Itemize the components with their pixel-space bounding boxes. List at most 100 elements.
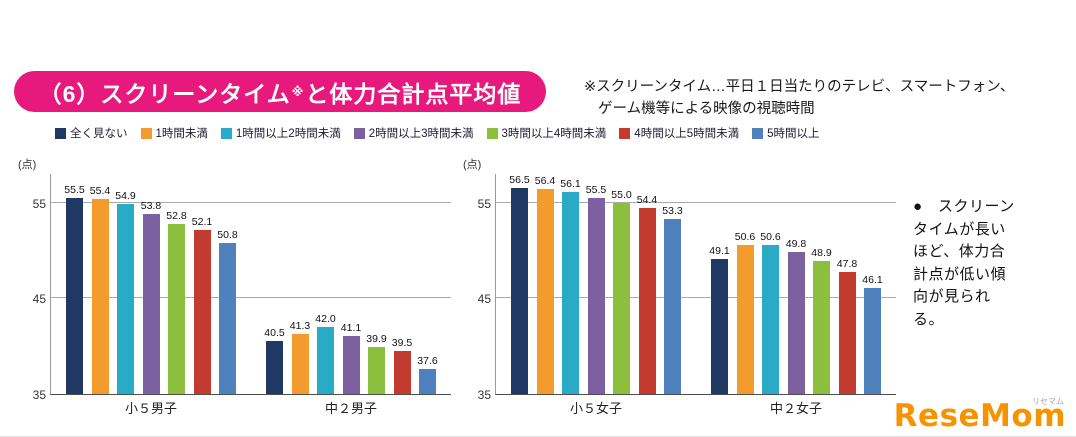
bar bbox=[613, 202, 630, 394]
bar bbox=[142, 214, 160, 394]
bar-value-label: 48.9 bbox=[811, 247, 832, 259]
bar-value-label: 53.8 bbox=[140, 200, 162, 213]
bar-value-label: 53.3 bbox=[662, 205, 683, 217]
bar-value-label: 46.1 bbox=[862, 273, 883, 286]
legend-swatch bbox=[140, 127, 152, 139]
bar bbox=[291, 333, 309, 394]
bar-value-label: 54.4 bbox=[636, 194, 658, 207]
chart-girls: (点) 35 45 55 56.5 56.4 56.1 55.5 55.0 54.4 53.3 小５… bbox=[455, 150, 905, 420]
bar bbox=[664, 219, 681, 394]
legend-swatch bbox=[353, 127, 365, 139]
bar bbox=[91, 198, 109, 394]
y-axis-tick-label: 45 bbox=[32, 292, 46, 307]
category-label: 中２男子 bbox=[324, 401, 377, 416]
note-line-2: ゲーム機等による映像の視聴時間 bbox=[598, 101, 815, 118]
bar-value-label: 41.3 bbox=[289, 319, 311, 332]
note-line-1: ※スクリーンタイム…平日１日当たりのテレビ、スマートフォン、 bbox=[584, 79, 1015, 95]
category-label: 小５男子 bbox=[124, 401, 177, 416]
legend-item: 1時間以上2時間未満 bbox=[220, 125, 341, 141]
legend-label: 4時間以上5時間未満 bbox=[634, 128, 740, 140]
legend-swatch bbox=[220, 127, 232, 139]
bar-value-label: 56.1 bbox=[560, 178, 581, 191]
bar-value-label: 47.8 bbox=[836, 257, 858, 270]
bar-value-label: 41.1 bbox=[340, 321, 362, 334]
title-text-suffix: と体力合計点平均値 bbox=[305, 80, 522, 107]
bar bbox=[736, 244, 754, 394]
bar-value-label: 40.5 bbox=[264, 327, 285, 340]
bar bbox=[511, 188, 528, 394]
bar-value-label: 50.8 bbox=[217, 228, 238, 241]
bar-value-label: 52.8 bbox=[166, 209, 187, 222]
legend-label: 全く見ない bbox=[70, 128, 128, 140]
legend-label: 5時間以上 bbox=[767, 128, 820, 140]
plot-area-girls: 35 45 55 56.5 56.4 56.1 55.5 55.0 54.4 53.3 小５女子 49… bbox=[478, 174, 896, 416]
legend-label: 2時間以上3時間未満 bbox=[368, 128, 474, 140]
legend-item: 1時間未満 bbox=[140, 125, 208, 141]
bar-value-label: 54.9 bbox=[115, 189, 136, 202]
bar bbox=[168, 223, 185, 394]
y-axis-unit-label: (点) bbox=[18, 159, 37, 171]
category-label: 小５女子 bbox=[569, 401, 622, 416]
category-label: 中２女子 bbox=[769, 401, 822, 416]
bar bbox=[368, 347, 385, 394]
bar bbox=[66, 197, 83, 394]
bar bbox=[219, 242, 236, 394]
legend-swatch bbox=[752, 127, 764, 139]
plot-area-boys: 35 45 55 55.5 55.4 54.9 53.8 52.8 52.1 50.8 小５男子 40… bbox=[33, 174, 451, 416]
bar-value-label: 56.4 bbox=[534, 175, 556, 188]
bar bbox=[317, 327, 334, 394]
bar-value-label: 37.6 bbox=[417, 355, 438, 368]
bar bbox=[193, 230, 211, 394]
bar bbox=[864, 287, 881, 394]
bar-value-label: 50.6 bbox=[760, 230, 781, 243]
legend-label: 3時間以上4時間未満 bbox=[501, 128, 607, 140]
bar bbox=[638, 208, 656, 394]
bar bbox=[419, 369, 436, 394]
bar-value-label: 56.5 bbox=[509, 174, 530, 187]
title-banner: （6）スクリーンタイム ※ と体力合計点平均値 bbox=[14, 71, 546, 112]
legend-item: 全く見ない bbox=[55, 125, 128, 141]
bar bbox=[813, 261, 830, 394]
y-axis-unit-label: (点) bbox=[463, 159, 482, 171]
bar bbox=[117, 203, 134, 394]
legend: 全く見ない 1時間未満 1時間以上2時間未満 2時間以上3時間未満 3時間以上4時間未満… bbox=[55, 125, 820, 141]
bar bbox=[562, 192, 579, 394]
bar bbox=[711, 259, 728, 394]
bar bbox=[762, 244, 779, 394]
bar bbox=[587, 197, 605, 394]
title-asterisk: ※ bbox=[291, 84, 305, 99]
bar bbox=[536, 189, 554, 394]
logo-text: ReseMom bbox=[893, 398, 1066, 434]
legend-item: 3時間以上4時間未満 bbox=[486, 125, 607, 141]
bar-value-label: 55.0 bbox=[611, 188, 632, 201]
legend-swatch bbox=[55, 127, 66, 139]
bar-value-label: 49.8 bbox=[785, 238, 807, 251]
resemom-logo: リセマム ReseMom bbox=[893, 397, 1066, 434]
bar bbox=[266, 341, 283, 394]
bar bbox=[393, 351, 411, 394]
key-finding-text: ● スクリーンタイムが長いほど、体力合計点が低い傾向が見られる。 bbox=[913, 198, 1015, 328]
bar-value-label: 50.6 bbox=[734, 230, 756, 243]
y-axis-tick-label: 55 bbox=[32, 196, 46, 211]
legend-item: 5時間以上 bbox=[752, 125, 820, 141]
bar bbox=[342, 335, 360, 394]
screen-time-definition-note: ※スクリーンタイム…平日１日当たりのテレビ、スマートフォン、 ゲーム機等による映… bbox=[584, 76, 1064, 121]
y-axis-tick-label: 35 bbox=[32, 388, 46, 402]
bar-value-label: 55.5 bbox=[585, 183, 607, 196]
bar-value-label: 49.1 bbox=[709, 245, 730, 258]
gridline bbox=[496, 297, 896, 299]
y-axis-tick-label: 45 bbox=[477, 292, 491, 307]
legend-label: 1時間以上2時間未満 bbox=[235, 128, 341, 140]
bar-value-label: 42.0 bbox=[315, 313, 336, 325]
bar bbox=[838, 271, 856, 394]
y-axis-tick-label: 55 bbox=[477, 196, 491, 211]
bar-value-label: 55.5 bbox=[64, 183, 85, 196]
legend-swatch bbox=[619, 127, 631, 139]
bar bbox=[787, 252, 805, 394]
bar-value-label: 55.4 bbox=[89, 184, 111, 197]
legend-item: 2時間以上3時間未満 bbox=[353, 125, 474, 141]
bar-value-label: 39.5 bbox=[391, 337, 413, 349]
title-text: （6）スクリーンタイム bbox=[38, 80, 291, 107]
legend-item: 4時間以上5時間未満 bbox=[619, 125, 739, 141]
